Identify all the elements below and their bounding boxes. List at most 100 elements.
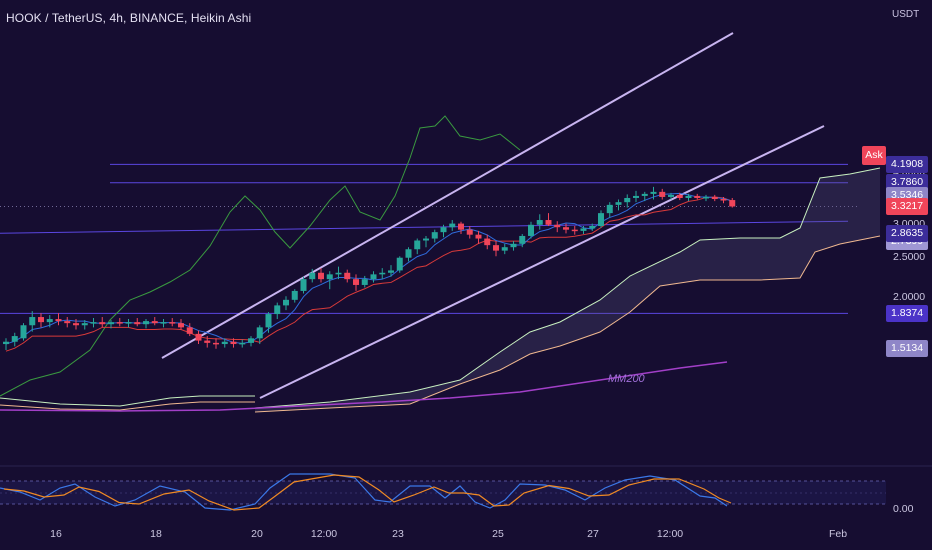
candle: [431, 229, 438, 243]
cloud-span-a-left: [0, 395, 255, 407]
candle-body: [589, 225, 596, 229]
candle-body: [449, 223, 456, 228]
ma200-label: MM200: [608, 373, 645, 385]
candle: [151, 317, 158, 326]
candle: [440, 224, 447, 238]
candle-body: [554, 224, 561, 228]
candle: [703, 194, 709, 202]
ma200-line: [0, 361, 728, 412]
candle: [29, 311, 36, 332]
candle-body: [213, 342, 219, 345]
candle: [510, 241, 517, 251]
candle-body: [703, 196, 709, 199]
candle-body: [3, 341, 9, 345]
candle: [283, 296, 289, 311]
ask-label: Ask: [862, 146, 886, 165]
candle: [624, 194, 631, 208]
time-tick-label: Feb: [828, 528, 848, 540]
candle: [318, 268, 324, 283]
candle: [90, 318, 97, 328]
candle-body: [326, 274, 333, 280]
candle: [335, 266, 342, 280]
candle-body: [528, 224, 534, 236]
candle-body: [309, 272, 316, 280]
candle: [178, 319, 184, 330]
candle: [64, 317, 71, 328]
candle: [46, 315, 53, 328]
candle-body: [370, 274, 377, 280]
candle: [484, 234, 491, 250]
candle: [650, 186, 657, 200]
candle: [720, 196, 727, 204]
candle: [528, 221, 534, 239]
candle-body: [624, 197, 631, 203]
candle-body: [668, 194, 674, 197]
candle-body: [466, 229, 473, 235]
price-badge: 1.8374: [886, 304, 929, 322]
candle-body: [501, 247, 508, 251]
candle: [458, 221, 464, 235]
candle: [291, 289, 298, 303]
candle: [213, 338, 219, 349]
time-tick-label: 18: [150, 528, 162, 540]
candle-body: [563, 227, 569, 230]
candle-body: [291, 290, 298, 300]
candle: [615, 199, 622, 211]
candle: [143, 319, 149, 329]
candle-body: [265, 314, 272, 328]
candle-body: [414, 240, 421, 250]
channel-upper: [161, 32, 734, 359]
cloud-span-b: [254, 235, 881, 413]
candle-body: [484, 238, 491, 246]
candle: [370, 271, 377, 283]
candle: [606, 202, 613, 218]
ichimoku-cloud: [255, 168, 880, 412]
candle-body: [729, 200, 736, 207]
candle-body: [125, 322, 132, 324]
candle-body: [160, 322, 167, 324]
candle: [493, 241, 499, 257]
candle-body: [38, 317, 44, 323]
candle-body: [178, 323, 184, 328]
candle: [3, 338, 9, 350]
candle-body: [116, 322, 123, 324]
candle-body: [388, 270, 394, 273]
candle: [571, 225, 578, 235]
price-badge: 4.1908: [886, 155, 929, 173]
kijun-line: [5, 196, 733, 352]
candle: [160, 319, 167, 328]
price-tick-label: 2.0000: [893, 291, 926, 303]
candle: [265, 312, 272, 333]
candle-body: [519, 235, 526, 244]
time-tick-label: 16: [50, 528, 62, 540]
candle: [108, 320, 114, 329]
candle-body: [283, 299, 289, 306]
candle-body: [440, 227, 447, 233]
candle-body: [615, 202, 622, 205]
candle-body: [186, 327, 193, 334]
candle-body: [720, 199, 727, 201]
candle: [423, 235, 429, 248]
candle: [274, 302, 281, 320]
candle-body: [405, 249, 412, 258]
candle: [466, 225, 473, 239]
chart-title: HOOK / TetherUS, 4h, BINANCE, Heikin Ash…: [6, 11, 252, 25]
lagging-span: [0, 115, 521, 397]
candle-body: [510, 243, 517, 248]
candle: [55, 313, 62, 326]
candle-body: [248, 338, 254, 343]
candle-body: [318, 272, 324, 280]
time-tick-label: 27: [587, 528, 599, 540]
candle-body: [711, 196, 718, 200]
candle-body: [379, 272, 386, 275]
price-tick-label: 2.5000: [893, 250, 926, 263]
candle: [169, 318, 176, 327]
candle-body: [545, 220, 552, 225]
candle: [38, 313, 44, 328]
candle: [344, 269, 351, 283]
candle: [195, 330, 202, 345]
candle: [239, 339, 246, 348]
candle-body: [493, 245, 499, 251]
